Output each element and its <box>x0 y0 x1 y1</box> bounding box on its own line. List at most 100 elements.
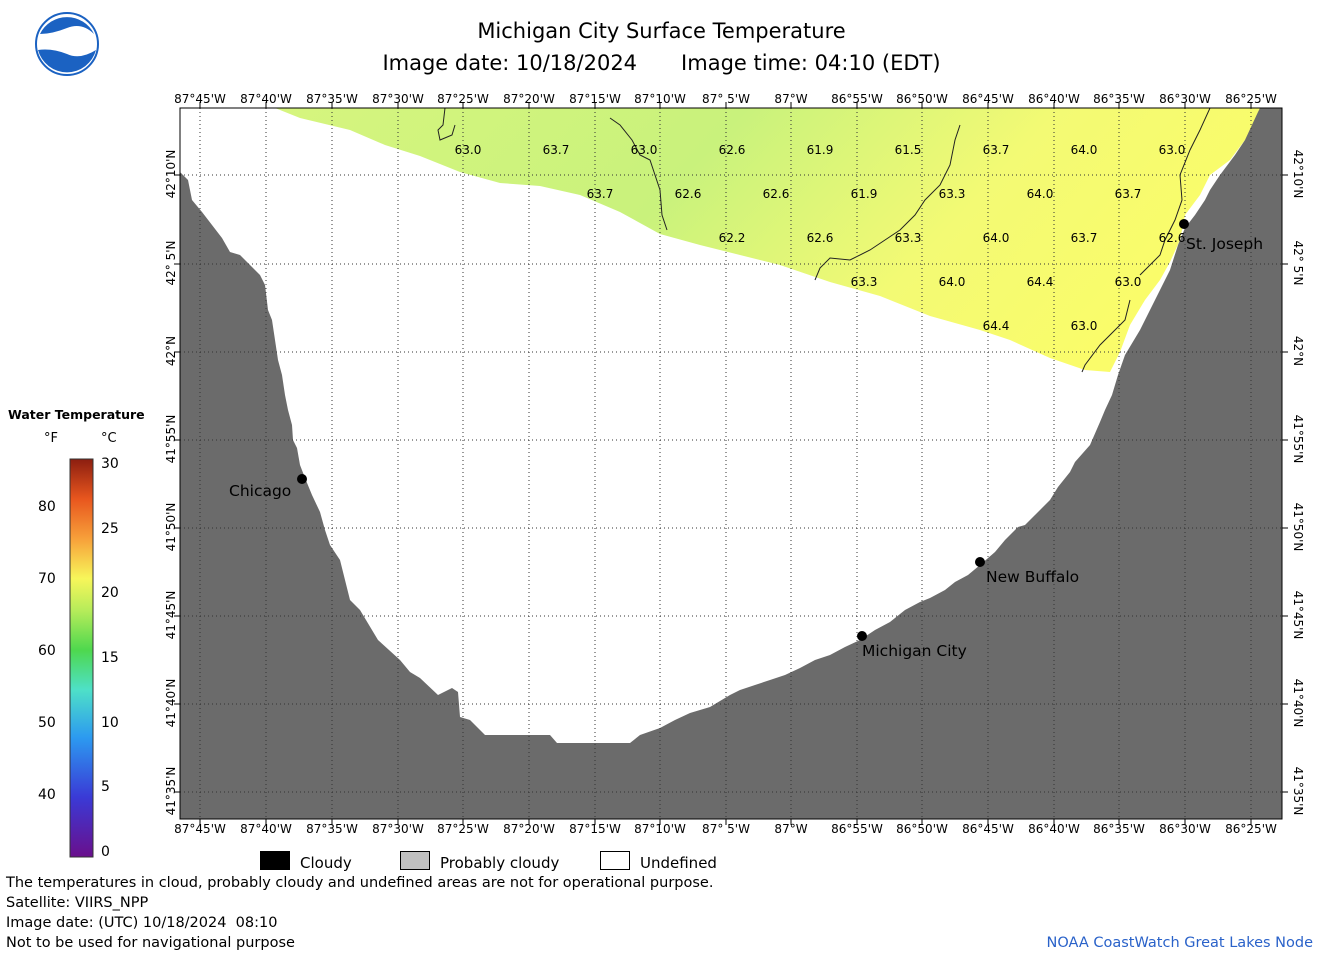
noaa-logo <box>35 12 99 76</box>
graticule <box>180 108 1282 819</box>
longitude-label: 87°15'W <box>569 92 621 106</box>
celsius-tick-label: 25 <box>101 520 119 537</box>
legend-unit-f: °F <box>44 431 58 446</box>
sst-value: 63.7 <box>1070 231 1098 245</box>
footer-note: The temperatures in cloud, probably clou… <box>6 875 714 891</box>
county-lines <box>437 108 1211 373</box>
cloudy-swatch <box>260 851 290 870</box>
sst-value: 63.7 <box>982 143 1010 157</box>
longitude-label: 87°25'W <box>437 92 489 106</box>
longitude-label: 87°10'W <box>634 822 686 836</box>
city-label-new-buffalo: New Buffalo <box>986 568 1080 586</box>
latitude-label: 42° 5'N <box>164 240 178 286</box>
sst-value: 63.3 <box>850 275 878 289</box>
credit-text: NOAA CoastWatch Great Lakes Node <box>1046 935 1313 951</box>
longitude-label: 87°30'W <box>372 822 424 836</box>
longitude-label: 87°W <box>774 92 808 106</box>
sst-value: 63.0 <box>1070 319 1098 333</box>
sst-value: 62.2 <box>718 231 746 245</box>
image-timestamp: Image date: 10/18/2024 Image time: 04:10 … <box>0 51 1323 75</box>
sst-value: 64.0 <box>982 231 1010 245</box>
longitude-label: 87°40'W <box>240 92 292 106</box>
sst-value: 64.4 <box>982 319 1010 333</box>
sst-value: 62.6 <box>674 187 702 201</box>
longitude-label: 86°45'W <box>962 92 1014 106</box>
new-buffalo-marker <box>975 557 985 567</box>
longitude-label: 86°35'W <box>1093 92 1145 106</box>
probably-cloudy-swatch <box>400 851 430 870</box>
latitude-label: 41°50'N <box>1291 502 1305 552</box>
sst-value: 63.7 <box>1114 187 1142 201</box>
sst-value: 62.6 <box>1158 231 1186 245</box>
longitude-label: 87°30'W <box>372 92 424 106</box>
longitude-label: 87° 5'W <box>702 92 750 106</box>
longitude-label: 87°40'W <box>240 822 292 836</box>
longitude-label: 86°50'W <box>896 92 948 106</box>
sst-value: 64.0 <box>1070 143 1098 157</box>
latitude-label: 41°35'N <box>164 766 178 816</box>
fahrenheit-tick-label: 80 <box>38 499 56 516</box>
celsius-tick-label: 20 <box>101 585 119 602</box>
sst-value: 64.0 <box>1026 187 1054 201</box>
longitude-label: 87°45'W <box>174 92 226 106</box>
sst-value: 62.6 <box>806 231 834 245</box>
longitude-label: 87°W <box>774 822 808 836</box>
page-title: Michigan City Surface Temperature <box>477 19 846 43</box>
latitude-label: 41°50'N <box>164 502 178 552</box>
fahrenheit-tick-label: 50 <box>38 714 56 731</box>
longitude-label: 87° 5'W <box>702 822 750 836</box>
longitude-label: 87°35'W <box>306 822 358 836</box>
legend-unit-c: °C <box>101 431 117 446</box>
sst-value: 64.4 <box>1026 275 1054 289</box>
latitude-label: 41°55'N <box>1291 414 1305 464</box>
temperature-colorbar <box>69 458 94 858</box>
sst-value: 63.0 <box>454 143 482 157</box>
sst-value: 62.6 <box>718 143 746 157</box>
latitude-label: 41°40'N <box>1291 678 1305 728</box>
michigan-city-marker <box>857 631 867 641</box>
legend-title: Water Temperature <box>8 407 145 422</box>
st-joseph-marker <box>1179 219 1189 229</box>
undefined-label: Undefined <box>640 854 717 872</box>
longitude-label: 87°45'W <box>174 822 226 836</box>
fahrenheit-tick-label: 40 <box>38 786 56 803</box>
latitude-label: 41°45'N <box>1291 590 1305 640</box>
latitude-label: 42°10'N <box>1291 149 1305 199</box>
sst-value: 63.0 <box>1114 275 1142 289</box>
longitude-label: 86°55'W <box>831 92 883 106</box>
sst-value: 63.7 <box>542 143 570 157</box>
latitude-label: 41°35'N <box>1291 766 1305 816</box>
longitude-label: 86°25'W <box>1225 822 1277 836</box>
image-date: Image date: 10/18/2024 <box>382 51 638 75</box>
celsius-tick-label: 30 <box>101 456 119 472</box>
sst-value: 61.5 <box>894 143 922 157</box>
fahrenheit-tick-label: 70 <box>38 570 56 587</box>
latitude-label: 41°40'N <box>164 678 178 728</box>
map-frame <box>179 107 1283 820</box>
longitude-label: 87°25'W <box>437 822 489 836</box>
latitude-label: 42°10'N <box>164 149 178 199</box>
longitude-label: 86°40'W <box>1028 822 1080 836</box>
sst-value: 63.0 <box>1158 143 1186 157</box>
longitude-label: 86°30'W <box>1159 92 1211 106</box>
longitude-label: 87°20'W <box>503 822 555 836</box>
footer-satellite: Satellite: VIIRS_NPP <box>6 895 149 911</box>
longitude-label: 86°50'W <box>896 822 948 836</box>
longitude-label: 86°35'W <box>1093 822 1145 836</box>
land-area <box>180 108 1282 819</box>
longitude-label: 86°30'W <box>1159 822 1211 836</box>
sst-region <box>275 108 1262 372</box>
sst-value: 63.3 <box>938 187 966 201</box>
undefined-swatch <box>600 851 630 870</box>
sst-value: 63.7 <box>586 187 614 201</box>
sst-value: 61.9 <box>850 187 878 201</box>
longitude-label: 86°25'W <box>1225 92 1277 106</box>
image-time: Image time: 04:10 (EDT) <box>681 51 941 75</box>
sst-value: 64.0 <box>938 275 966 289</box>
longitude-label: 87°10'W <box>634 92 686 106</box>
longitude-label: 87°35'W <box>306 92 358 106</box>
celsius-tick-label: 5 <box>101 779 110 796</box>
probably-cloudy-label: Probably cloudy <box>440 854 560 872</box>
latitude-label: 42° 5'N <box>1291 240 1305 286</box>
celsius-tick-label: 10 <box>101 714 119 731</box>
